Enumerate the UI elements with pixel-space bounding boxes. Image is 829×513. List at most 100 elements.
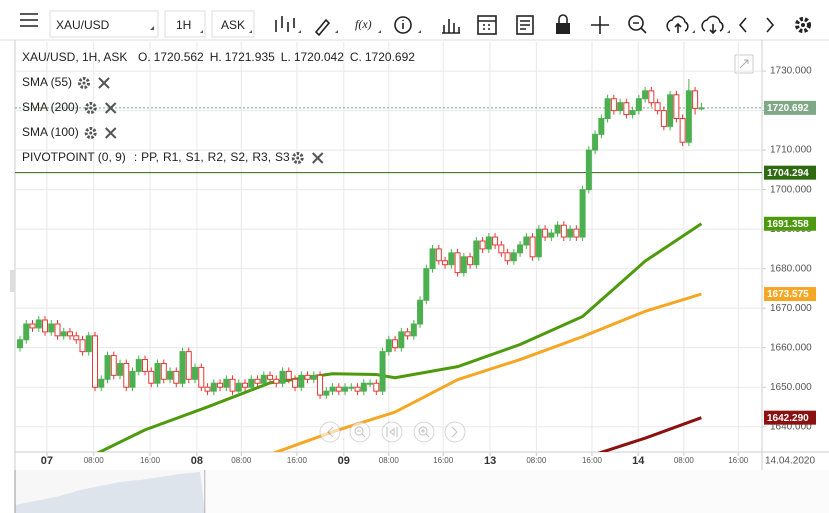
candle-body — [260, 374, 267, 384]
remove-icon[interactable] — [312, 152, 324, 164]
candle-body — [54, 323, 61, 337]
zoom-in[interactable] — [413, 421, 435, 443]
candle-body — [110, 355, 117, 376]
zoom-out[interactable] — [349, 421, 371, 443]
x-tick-label: 08:00 — [526, 456, 547, 465]
remove-icon[interactable] — [104, 102, 117, 114]
candle-body — [604, 98, 611, 119]
candle-body — [198, 366, 205, 388]
timeframe: 1H — [176, 18, 191, 32]
timeframe-select[interactable]: 1H — [164, 10, 206, 38]
price-type: ASK — [221, 18, 245, 32]
candle-body — [448, 252, 455, 266]
candle-body — [135, 359, 142, 372]
candle-body — [167, 370, 174, 380]
pivot-legend: PIVOTPOINT (0, 9) — [22, 150, 126, 164]
forward-button[interactable] — [766, 17, 775, 33]
candle-body — [579, 189, 586, 238]
pivot-level: S2, — [230, 150, 248, 164]
instrument-label: XAU/USD, 1H, ASK — [22, 50, 127, 64]
function-button[interactable]: f(x) — [355, 17, 381, 33]
candle-body — [379, 351, 386, 392]
candle-body — [279, 370, 286, 384]
ohlc-label: C. — [350, 50, 362, 64]
gear — [84, 127, 97, 139]
scroll-right[interactable] — [444, 421, 466, 443]
upload-button[interactable] — [666, 15, 695, 33]
pivot-level: PP, — [141, 150, 159, 164]
x-tick-label: 16:00 — [582, 456, 603, 465]
candle-body — [60, 331, 67, 337]
sma-line — [272, 292, 702, 452]
gear-hub — [296, 156, 300, 160]
candle-body — [79, 339, 86, 353]
back-button[interactable] — [738, 17, 747, 33]
candle-body — [404, 331, 411, 337]
candle-body — [348, 386, 355, 389]
candle-body — [435, 248, 442, 262]
chart-type-button[interactable] — [275, 16, 301, 33]
candle-body — [667, 94, 674, 127]
price-label-box — [764, 410, 816, 425]
candle-body — [242, 382, 249, 388]
grid — [15, 42, 762, 452]
y-tick-label: 1670.000 — [770, 303, 812, 314]
candle-body — [548, 232, 555, 238]
candle-body — [304, 374, 311, 380]
panel-handle[interactable] — [10, 270, 15, 292]
lock-button[interactable] — [556, 14, 570, 34]
candle-body — [192, 366, 199, 380]
candle-body — [585, 149, 592, 191]
settings-button[interactable] — [795, 17, 811, 33]
settings-icon[interactable] — [78, 77, 91, 89]
zoom-button[interactable] — [628, 15, 647, 34]
menu-button[interactable] — [20, 13, 38, 27]
candle-body — [542, 228, 549, 238]
candle-body — [67, 331, 74, 337]
settings-icon[interactable] — [84, 102, 97, 114]
info-button[interactable] — [394, 16, 421, 34]
calendar-button[interactable] — [477, 15, 497, 35]
date-label: 14.04.2020 — [765, 456, 815, 467]
settings-icon[interactable] — [84, 127, 97, 139]
symbol-select[interactable]: XAU/USD — [49, 10, 159, 38]
fullscreen-button[interactable] — [734, 54, 754, 74]
y-tick-label: 1710.000 — [770, 145, 812, 156]
candle-body — [73, 335, 80, 341]
remove-icon[interactable] — [104, 127, 117, 139]
candle-body — [285, 370, 292, 380]
remove-icon[interactable] — [98, 77, 110, 89]
candle-body — [479, 240, 486, 250]
ohlc-label: O. — [138, 50, 151, 64]
candle-body — [642, 90, 649, 100]
price-type-select[interactable]: ASK — [211, 10, 255, 38]
x-tick-label: 16:00 — [140, 456, 161, 465]
download-button[interactable] — [701, 15, 730, 35]
crosshair-button[interactable] — [591, 16, 609, 34]
price-label: 1673.575 — [767, 289, 809, 300]
candle-body — [173, 370, 180, 384]
ohlc-label: L. — [281, 50, 291, 64]
indicators-button[interactable] — [442, 19, 460, 34]
candle-body — [42, 319, 49, 333]
gear-hub — [89, 106, 93, 110]
candle-body — [492, 236, 499, 246]
price-label: 1720.692 — [767, 103, 809, 114]
candle-body — [129, 370, 136, 388]
reset[interactable] — [381, 421, 403, 443]
settings-icon[interactable] — [291, 152, 304, 164]
scroll-left[interactable] — [319, 421, 341, 443]
gear-hub — [82, 81, 86, 85]
candle-body — [560, 224, 567, 238]
news-button[interactable] — [516, 15, 534, 35]
gear — [291, 152, 304, 164]
gear — [84, 102, 97, 114]
draw-button[interactable] — [314, 18, 338, 37]
candle-body — [123, 362, 130, 388]
candle-body — [648, 90, 655, 104]
candle-body — [248, 378, 255, 388]
navigator[interactable] — [14, 470, 829, 513]
candle-body — [423, 268, 430, 301]
y-tick-label: 1650.000 — [770, 382, 812, 393]
